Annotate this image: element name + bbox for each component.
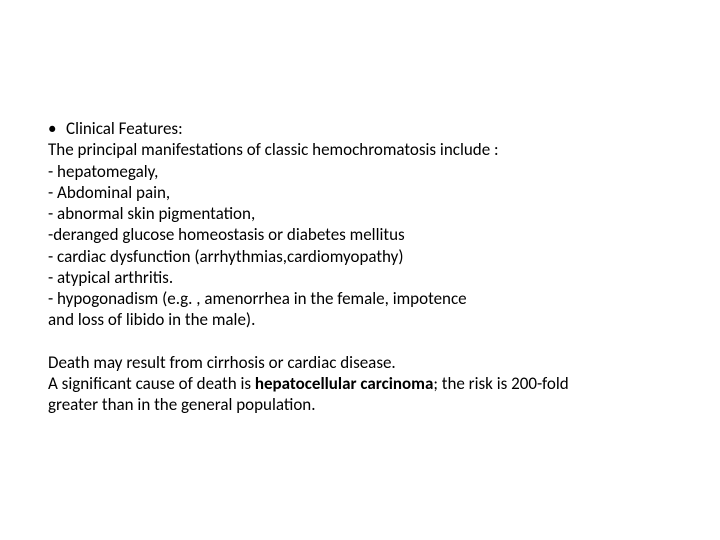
bullet-line-1: • Clinical Features: [48,118,680,139]
text-line-12: A significant cause of death is hepatoce… [48,373,680,394]
content-block: • Clinical Features: The principal manif… [48,118,680,415]
text-line-5: - abnormal skin pigmentation, [48,203,680,224]
text-line-12c: ; the risk is 200-fold [433,373,568,394]
text-line-8: - atypical arthritis. [48,267,680,288]
text-line-7: - cardiac dysfunction (arrhythmias,cardi… [48,246,680,267]
text-line-2: The principal manifestations of classic … [48,139,680,160]
text-clinical-features: Clinical Features: [66,118,183,139]
text-line-4: - Abdominal pain, [48,182,680,203]
text-line-10: and loss of libido in the male). [48,309,680,330]
blank-line [48,331,680,352]
text-line-12a: A significant cause of death is [48,373,255,394]
text-line-6: -deranged glucose homeostasis or diabete… [48,224,680,245]
text-line-11: Death may result from cirrhosis or cardi… [48,352,680,373]
text-line-12b-bold: hepatocellular carcinoma [255,373,433,394]
text-line-3: - hepatomegaly, [48,161,680,182]
bullet-icon: • [48,118,66,139]
text-line-9: - hypogonadism (e.g. , amenorrhea in the… [48,288,680,309]
slide: • Clinical Features: The principal manif… [0,0,720,540]
text-line-13: greater than in the general population. [48,394,680,415]
